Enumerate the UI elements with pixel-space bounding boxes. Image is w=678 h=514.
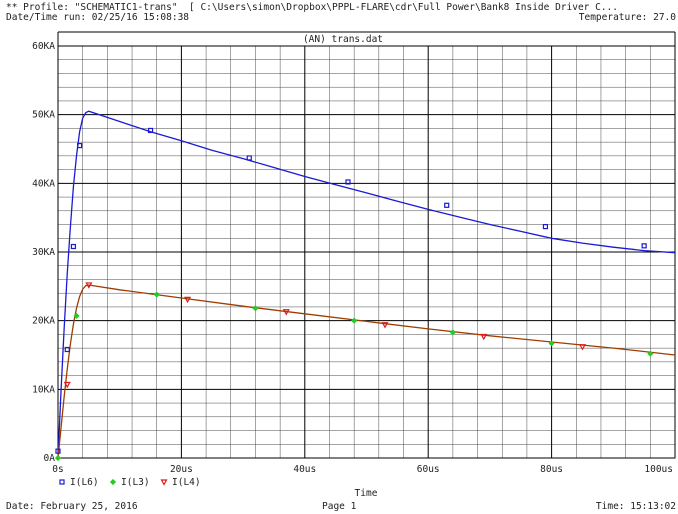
temperature-label: Temperature: 27.0 <box>578 12 676 23</box>
x-tick-label: 100us <box>644 464 673 475</box>
data-point-square <box>76 142 83 149</box>
legend-label: I(L6) <box>70 477 99 488</box>
data-point-square <box>147 127 154 134</box>
data-point-diamond <box>54 454 62 462</box>
legend-marker-diamond <box>109 478 117 486</box>
y-tick-label: 30KA <box>32 247 55 258</box>
y-tick-label: 40KA <box>32 178 55 189</box>
run-date-line: Date/Time run: 02/25/16 15:08:38 <box>6 12 190 23</box>
data-point-triangle <box>184 296 192 304</box>
y-tick-label: 60KA <box>32 41 55 52</box>
data-point-diamond <box>351 317 358 324</box>
legend-label: I(L3) <box>121 477 150 488</box>
profile-line: ** Profile: "SCHEMATIC1-trans" [ C:\User… <box>6 2 618 13</box>
data-point-diamond <box>252 305 259 312</box>
x-axis-label: Time <box>355 488 378 499</box>
y-tick-label: 20KA <box>32 316 55 327</box>
series-line-il6 <box>57 110 676 459</box>
data-point-square <box>345 179 351 185</box>
data-point-square <box>246 155 252 161</box>
data-point-square <box>70 243 77 250</box>
data-point-triangle <box>480 333 488 341</box>
data-point-triangle <box>282 309 290 316</box>
data-point-triangle <box>381 322 389 329</box>
y-tick-label: 0A <box>44 453 56 464</box>
data-point-triangle <box>578 344 586 351</box>
data-point-diamond <box>449 329 456 336</box>
chart-area: (AN) trans.dat 0s 20us 40us 60us 80us 100us 0A… <box>32 31 676 499</box>
footer-date: Date: February 25, 2016 <box>6 501 138 512</box>
footer-time: Time: 15:13:02 <box>595 501 676 512</box>
legend: I(L6) I(L3) I(L4) <box>59 477 201 488</box>
data-point-diamond <box>647 350 654 357</box>
data-point-triangle <box>85 282 93 289</box>
x-tick-label: 60us <box>417 464 440 475</box>
chart-title: (AN) trans.dat <box>303 34 383 45</box>
legend-marker-square <box>59 479 65 485</box>
data-point-square <box>55 448 61 454</box>
legend-marker-triangle <box>160 479 168 486</box>
footer-page: Page 1 <box>322 501 357 512</box>
x-tick-label: 80us <box>540 464 563 475</box>
data-point-triangle <box>63 381 71 389</box>
legend-label: I(L4) <box>172 477 201 488</box>
x-tick-label: 20us <box>170 464 193 475</box>
data-point-diamond <box>73 312 80 319</box>
y-tick-label: 10KA <box>32 384 55 395</box>
series-line-il3 <box>57 284 676 459</box>
data-point-square <box>641 243 647 249</box>
data-point-square <box>64 346 70 353</box>
data-point-diamond <box>548 340 555 347</box>
x-tick-label: 40us <box>293 464 316 475</box>
x-tick-label: 0s <box>52 464 63 475</box>
y-tick-label: 50KA <box>32 110 55 121</box>
data-point-square <box>444 202 450 208</box>
data-point-diamond <box>153 291 160 298</box>
data-point-square <box>542 223 549 230</box>
